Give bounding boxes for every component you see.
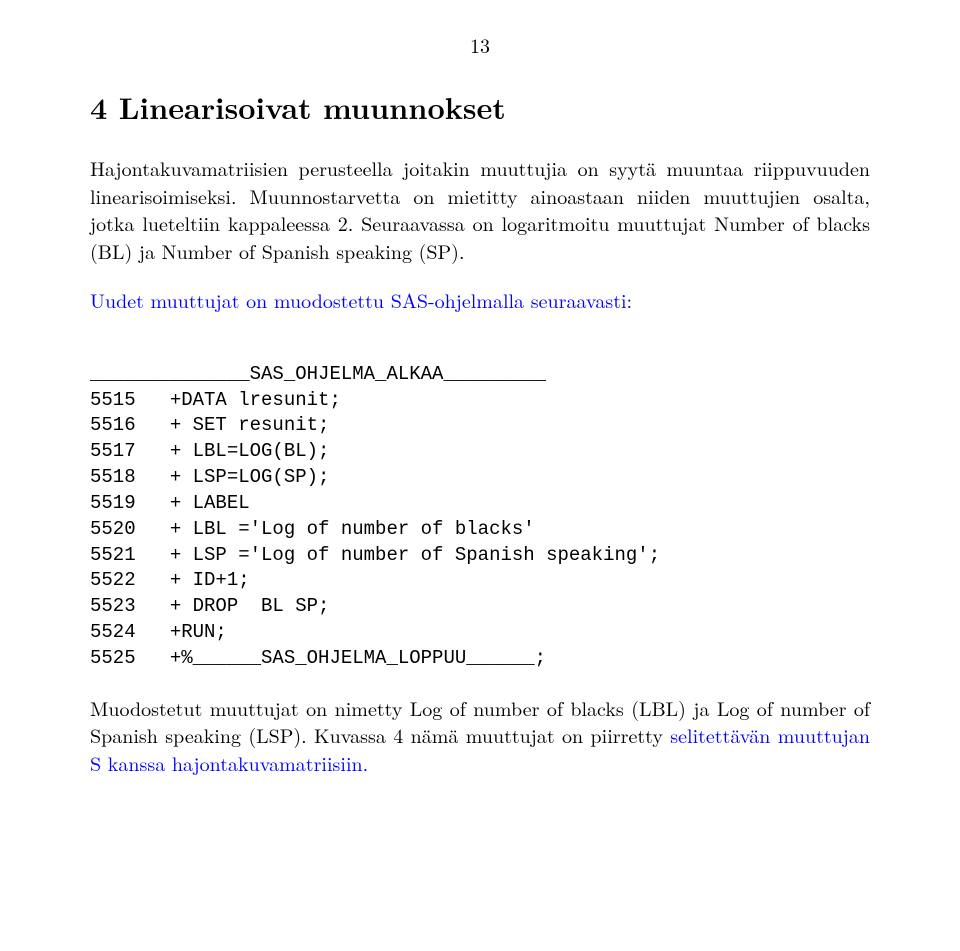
code-line: 5520 + LBL ='Log of number of blacks' (90, 518, 535, 540)
code-block: ______________SAS_OHJELMA_ALKAA_________… (90, 336, 870, 672)
code-line: 5524 +RUN; (90, 621, 227, 643)
paragraph-1: Hajontakuvamatriisien perusteella joitak… (90, 154, 870, 264)
code-line: 5515 +DATA lresunit; (90, 389, 341, 411)
code-line: 5518 + LSP=LOG(SP); (90, 466, 329, 488)
code-line: 5519 + LABEL (90, 492, 250, 514)
paragraph-2: Uudet muuttujat on muodostettu SAS-ohjel… (90, 286, 870, 314)
section-heading: 4 Linearisoivat muunnokset (90, 85, 870, 128)
code-line: 5525 +%______SAS_OHJELMA_LOPPUU______; (90, 647, 546, 669)
document-page: 13 4 Linearisoivat muunnokset Hajontakuv… (0, 0, 960, 951)
code-line: 5516 + SET resunit; (90, 414, 329, 436)
code-line: 5523 + DROP BL SP; (90, 595, 329, 617)
code-line: ______________SAS_OHJELMA_ALKAA_________ (90, 363, 546, 385)
paragraph-3: Muodostetut muuttujat on nimetty Log of … (90, 694, 870, 777)
page-number: 13 (90, 30, 870, 59)
code-line: 5522 + ID+1; (90, 569, 250, 591)
code-line: 5521 + LSP ='Log of number of Spanish sp… (90, 544, 660, 566)
code-line: 5517 + LBL=LOG(BL); (90, 440, 329, 462)
